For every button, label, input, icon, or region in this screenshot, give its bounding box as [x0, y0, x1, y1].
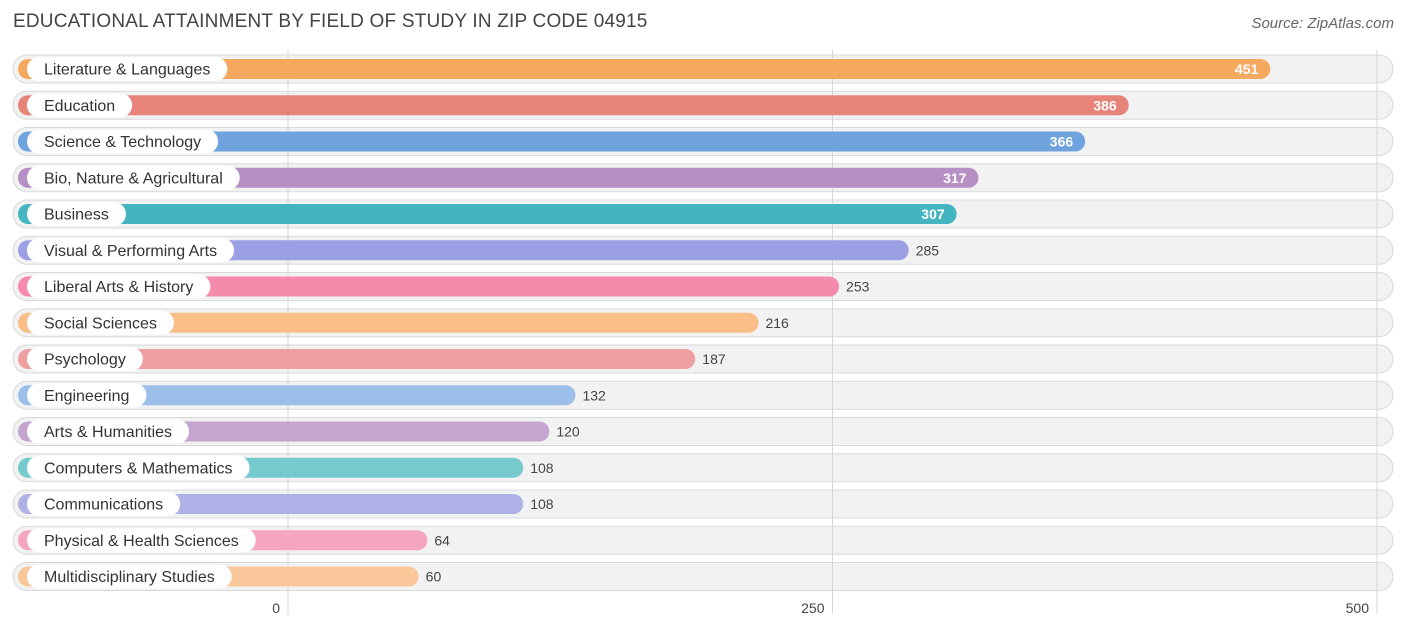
category-pill — [27, 129, 219, 154]
x-tick-label: 250 — [801, 600, 825, 616]
x-tick-label: 0 — [272, 600, 280, 616]
category-label: Education — [44, 98, 115, 115]
source-credit: Source: ZipAtlas.com — [1251, 15, 1394, 32]
category-label: Social Sciences — [44, 315, 157, 332]
category-label: Science & Technology — [44, 134, 201, 151]
category-pill — [27, 564, 232, 589]
bar — [18, 240, 909, 261]
value-label: 64 — [434, 532, 450, 548]
category-pill — [27, 93, 133, 118]
bar — [18, 349, 696, 369]
value-label: 307 — [921, 206, 945, 222]
category-label: Liberal Arts & History — [44, 279, 193, 296]
category-pill — [27, 165, 240, 190]
category-label: Communications — [44, 497, 163, 514]
category-pill — [27, 347, 143, 371]
category-pill — [27, 274, 211, 299]
value-label: 132 — [582, 387, 606, 403]
category-pill — [27, 57, 228, 81]
category-label: Physical & Health Sciences — [44, 533, 239, 550]
value-label: 187 — [702, 351, 726, 367]
category-label: Engineering — [44, 388, 129, 405]
bar — [18, 167, 979, 188]
x-axis-ticks: 0 250 500 — [272, 600, 1369, 616]
value-label: 108 — [530, 496, 554, 512]
value-label: 120 — [556, 424, 580, 440]
category-pill — [27, 238, 235, 263]
value-label: 108 — [530, 460, 554, 476]
value-label: 285 — [916, 242, 940, 258]
bar — [18, 59, 1271, 79]
category-pill — [27, 202, 126, 226]
value-label: 60 — [426, 569, 442, 585]
category-label: Business — [44, 207, 109, 224]
category-pill — [27, 383, 147, 408]
category-pill — [27, 419, 190, 444]
bar — [18, 312, 759, 333]
value-label: 366 — [1050, 134, 1074, 150]
category-label: Bio, Nature & Agricultural — [44, 170, 223, 187]
category-pill — [27, 455, 250, 480]
bar — [18, 95, 1129, 116]
category-label: Literature & Languages — [44, 62, 210, 79]
bar — [18, 204, 957, 224]
value-label: 451 — [1235, 61, 1259, 77]
chart-title: EDUCATIONAL ATTAINMENT BY FIELD OF STUDY… — [13, 11, 648, 32]
value-label: 317 — [943, 170, 967, 186]
bar — [18, 131, 1086, 152]
category-label: Psychology — [44, 352, 126, 369]
bars: Literature & Languages 451 Education 386 Sci… — [18, 57, 1271, 589]
category-pill — [27, 310, 174, 335]
category-label: Arts & Humanities — [44, 424, 172, 441]
value-label: 216 — [765, 315, 789, 331]
value-label: 386 — [1093, 97, 1117, 113]
category-pill — [27, 492, 181, 516]
category-label: Computers & Mathematics — [44, 460, 233, 477]
bar — [18, 276, 840, 297]
category-label: Visual & Performing Arts — [44, 243, 217, 260]
category-pill — [27, 528, 256, 553]
value-label: 253 — [846, 279, 870, 295]
bar — [18, 385, 576, 406]
x-tick-label: 500 — [1346, 600, 1370, 616]
category-label: Multidisciplinary Studies — [44, 569, 215, 586]
